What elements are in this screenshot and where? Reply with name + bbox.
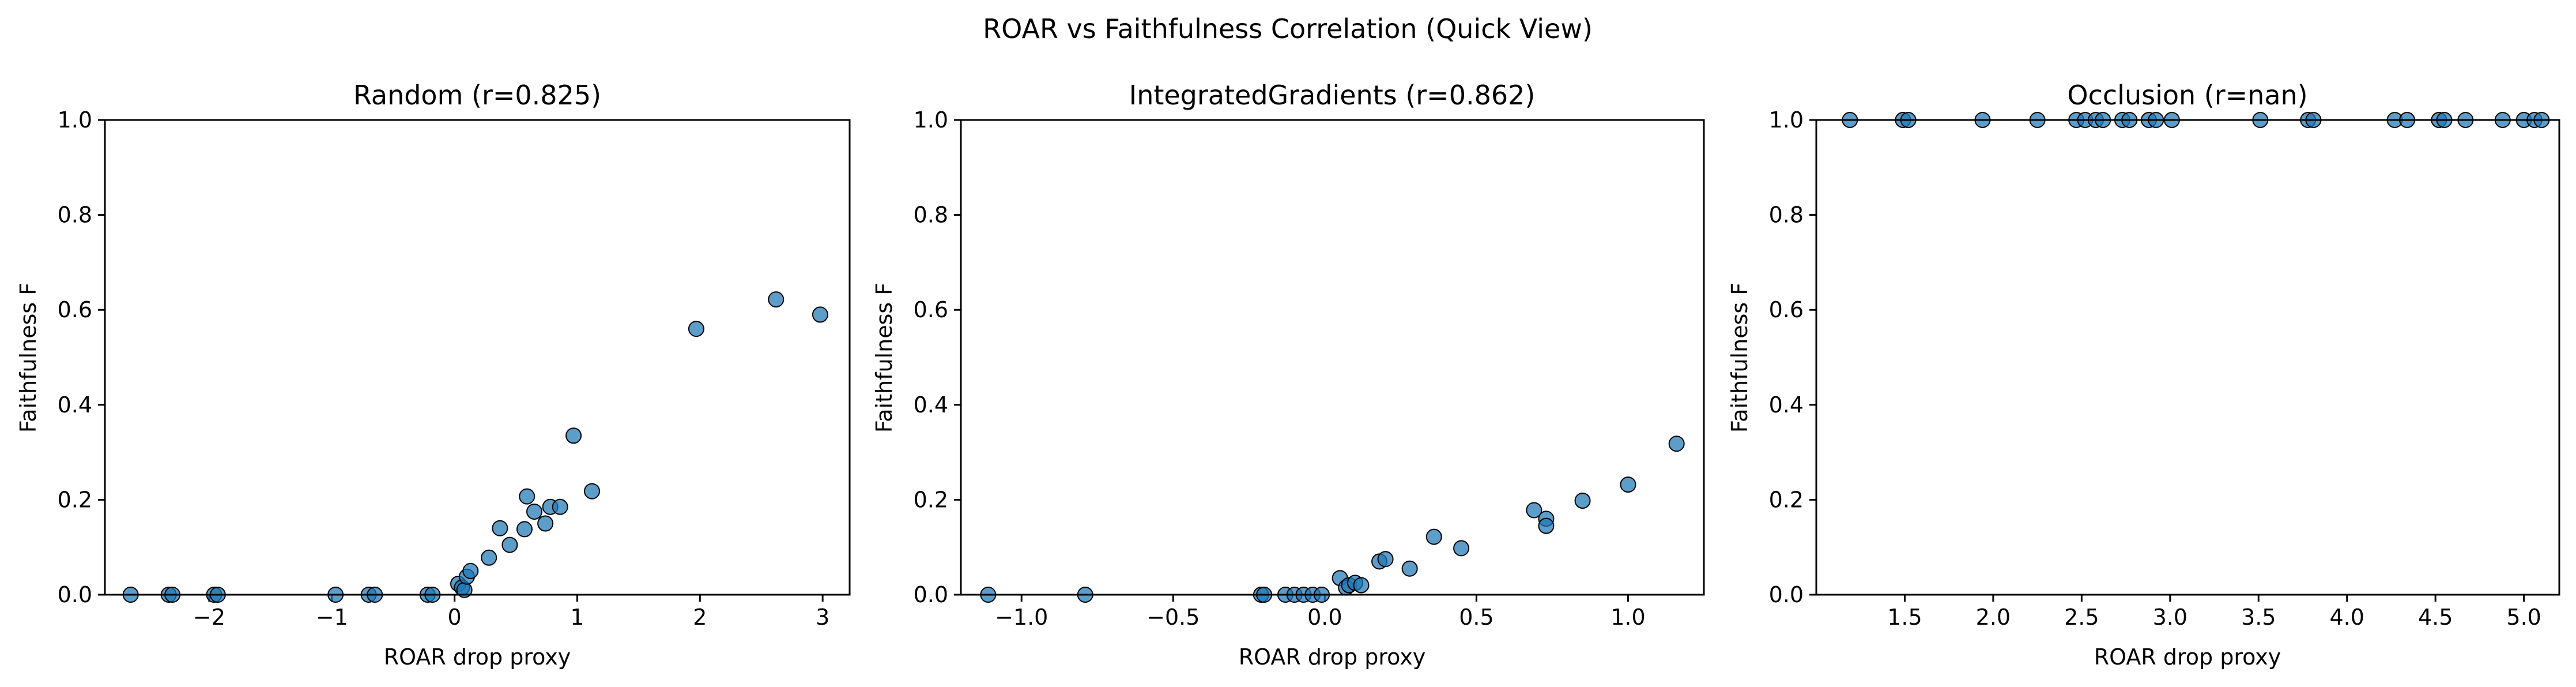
x-tick-label: −0.5 (1146, 605, 1200, 630)
y-tick-label: 0.6 (1769, 297, 1804, 322)
figure-suptitle: ROAR vs Faithfulness Correlation (Quick … (983, 13, 1593, 44)
scatter-point (1377, 551, 1394, 568)
scatter-point (1574, 493, 1591, 509)
y-tick-label: 0.2 (58, 487, 92, 512)
x-tick-label: 0.5 (1459, 605, 1493, 630)
panel-integratedgradients: IntegratedGradients (r=0.862) ROAR drop … (872, 80, 1705, 670)
x-tick-label: 0.0 (1307, 605, 1342, 630)
scatter-point (565, 427, 582, 444)
scatter-point (812, 306, 828, 323)
y-tick-label: 1.0 (58, 107, 92, 133)
y-tick-label: 0.4 (1769, 392, 1804, 418)
y-tick-label: 0.8 (1769, 202, 1804, 228)
x-tick-label: 4.5 (2418, 605, 2453, 630)
y-tick-label: 0.8 (914, 202, 948, 228)
y-tick-label: 0.2 (914, 487, 948, 512)
panel-title: Random (r=0.825) (353, 80, 601, 111)
y-tick-label: 0.4 (58, 392, 92, 418)
y-tick-label: 0.2 (1769, 487, 1804, 512)
x-tick-label: 5.0 (2506, 605, 2541, 630)
scatter-point (1538, 517, 1555, 534)
x-tick-label: −1.0 (995, 605, 1048, 630)
scatter-point (519, 488, 535, 505)
y-tick-label: 0.0 (58, 582, 92, 607)
y-axis-label: Faithfulness F (16, 283, 41, 433)
scatter-point (501, 536, 518, 553)
x-tick-label: −1 (316, 605, 348, 630)
axes-frame (960, 119, 1705, 596)
y-axis-label: Faithfulness F (872, 283, 897, 433)
x-tick-label: 1.0 (1611, 605, 1645, 630)
panel-title: Occlusion (r=nan) (2067, 80, 2307, 111)
scatter-point (1620, 476, 1636, 493)
x-tick-label: 3 (816, 605, 829, 630)
scatter-point (768, 291, 785, 308)
x-tick-label: 2.0 (1976, 605, 2011, 630)
panel-title: IntegratedGradients (r=0.862) (1129, 80, 1536, 111)
y-tick-label: 0.4 (914, 392, 948, 418)
y-tick-label: 0.0 (1769, 582, 1804, 607)
scatter-point (1526, 502, 1542, 519)
scatter-point (492, 520, 508, 536)
y-tick-label: 0.0 (914, 582, 948, 607)
x-tick-label: 1 (570, 605, 584, 630)
panel-occlusion: Occlusion (r=nan) ROAR drop proxy Faithf… (1727, 80, 2560, 670)
scatter-point (481, 549, 497, 566)
axes-frame (104, 119, 851, 596)
x-axis-label: ROAR drop proxy (384, 644, 571, 670)
y-tick-label: 0.8 (58, 202, 92, 228)
x-tick-label: 3.0 (2153, 605, 2187, 630)
scatter-point (537, 515, 554, 532)
scatter-point (462, 562, 479, 579)
scatter-point (1668, 436, 1685, 452)
scatter-point (688, 321, 704, 337)
scatter-point (516, 521, 533, 538)
y-tick-label: 1.0 (1769, 107, 1804, 133)
y-tick-label: 0.6 (914, 297, 948, 322)
y-tick-label: 0.6 (58, 297, 92, 322)
scatter-point (526, 503, 542, 520)
scatter-point (1401, 560, 1418, 577)
x-tick-label: 1.5 (1887, 605, 1922, 630)
scatter-point (584, 483, 601, 500)
x-tick-label: 4.0 (2329, 605, 2364, 630)
x-axis-label: ROAR drop proxy (1239, 644, 1425, 670)
y-axis-label: Faithfulness F (1727, 283, 1752, 433)
x-tick-label: 2.5 (2064, 605, 2099, 630)
x-axis-label: ROAR drop proxy (2094, 644, 2281, 670)
scatter-point (1453, 540, 1470, 557)
x-tick-label: 0 (448, 605, 462, 630)
y-tick-label: 1.0 (914, 107, 948, 133)
scatter-point (1425, 528, 1442, 545)
x-tick-label: 3.5 (2241, 605, 2276, 630)
x-tick-label: −2 (193, 605, 225, 630)
panel-random: Random (r=0.825) ROAR drop proxy Faithfu… (16, 80, 851, 670)
scatter-point (552, 498, 568, 515)
axes-frame (1815, 119, 2560, 596)
scatter-point (1353, 577, 1370, 594)
x-tick-label: 2 (693, 605, 707, 630)
